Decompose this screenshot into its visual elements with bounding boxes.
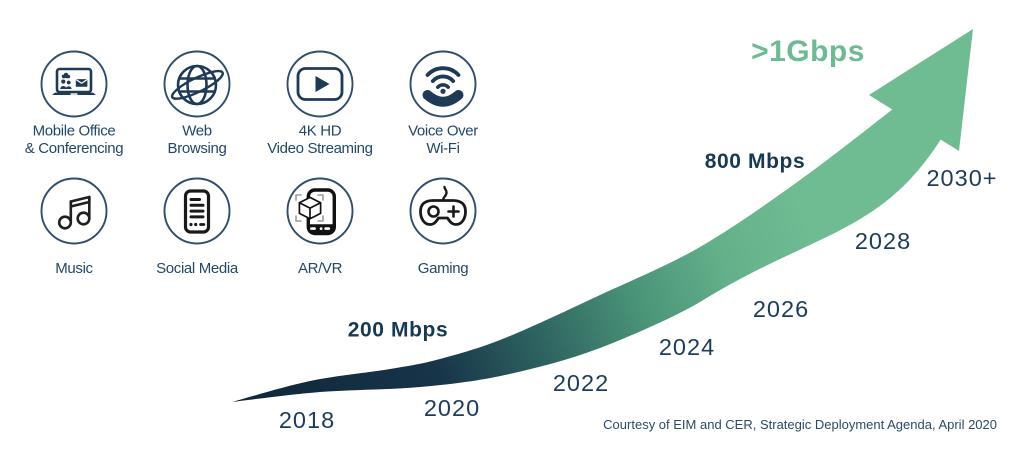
svg-text:Video Streaming: Video Streaming: [267, 140, 372, 157]
svg-text:Web: Web: [182, 123, 212, 140]
svg-text:2026: 2026: [753, 296, 809, 322]
svg-text:Browsing: Browsing: [168, 140, 227, 157]
svg-text:Courtesy of EIM and CER, Strat: Courtesy of EIM and CER, Strategic Deplo…: [603, 417, 997, 432]
svg-text:& Conferencing: & Conferencing: [25, 140, 124, 157]
svg-text:Voice Over: Voice Over: [408, 123, 478, 140]
svg-text:>1Gbps: >1Gbps: [751, 35, 865, 68]
svg-text:2028: 2028: [855, 228, 911, 254]
svg-text:Wi-Fi: Wi-Fi: [426, 140, 459, 157]
svg-text:2030+: 2030+: [926, 165, 997, 191]
svg-text:2022: 2022: [553, 370, 609, 396]
svg-text:Social Media: Social Media: [156, 260, 239, 277]
svg-text:Music: Music: [55, 260, 93, 277]
svg-text:2020: 2020: [424, 395, 480, 421]
svg-text:Gaming: Gaming: [418, 260, 468, 277]
svg-text:800 Mbps: 800 Mbps: [705, 150, 806, 173]
svg-text:2018: 2018: [279, 407, 335, 433]
svg-text:200 Mbps: 200 Mbps: [348, 319, 449, 342]
svg-text:4K HD: 4K HD: [299, 123, 342, 140]
svg-text:AR/VR: AR/VR: [298, 260, 343, 277]
svg-text:Mobile Office: Mobile Office: [33, 123, 116, 140]
svg-text:2024: 2024: [659, 334, 715, 360]
